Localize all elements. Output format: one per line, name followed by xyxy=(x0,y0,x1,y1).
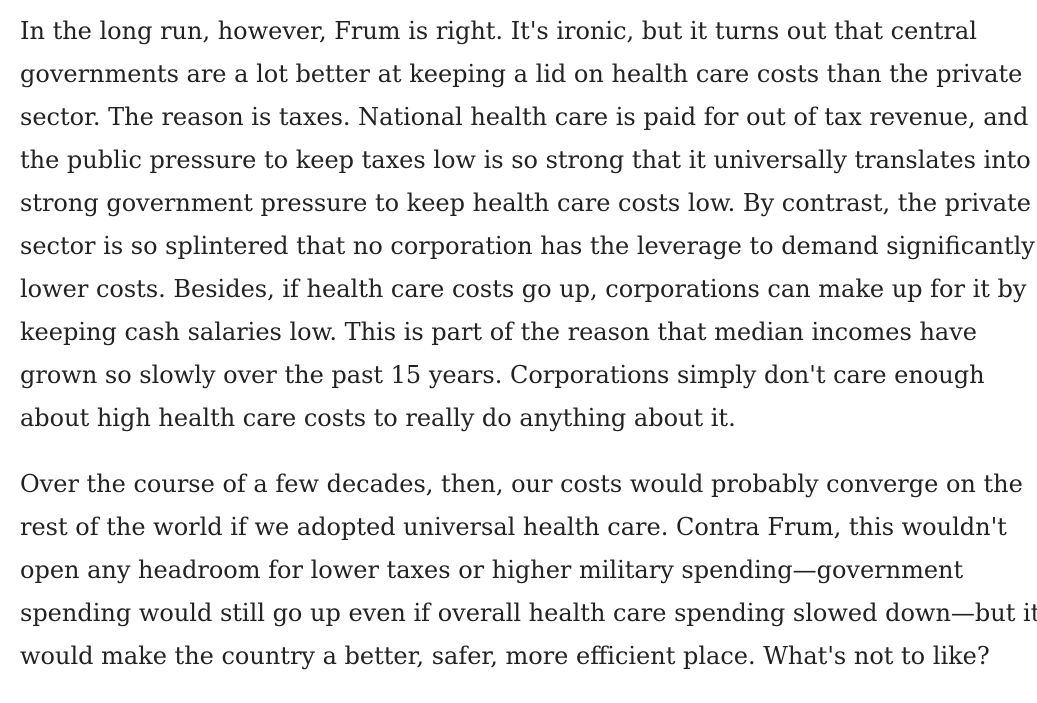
paragraph-line: would make the country a better, safer, … xyxy=(20,642,990,670)
paragraph-line: open any headroom for lower taxes or hig… xyxy=(20,556,964,584)
paragraph-line: In the long run, however, Frum is right.… xyxy=(20,17,977,45)
paragraph-2: Over the course of a few decades, then, … xyxy=(20,463,1037,678)
paragraph-line: Over the course of a few decades, then, … xyxy=(20,470,1023,498)
article-body: In the long run, however, Frum is right.… xyxy=(20,10,1037,678)
paragraph-line: governments are a lot better at keeping … xyxy=(20,60,1023,88)
paragraph-line: the public pressure to keep taxes low is… xyxy=(20,146,1031,174)
paragraph-line: about high health care costs to really d… xyxy=(20,404,736,432)
paragraph-line: sector. The reason is taxes. National he… xyxy=(20,103,1029,131)
paragraph-line: strong government pressure to keep healt… xyxy=(20,189,1031,217)
paragraph-line: rest of the world if we adopted universa… xyxy=(20,513,1007,541)
paragraph-line: keeping cash salaries low. This is part … xyxy=(20,318,977,346)
paragraph-line: grown so slowly over the past 15 years. … xyxy=(20,361,985,389)
paragraph-1: In the long run, however, Frum is right.… xyxy=(20,10,1035,440)
paragraph-line: spending would still go up even if overa… xyxy=(20,599,1037,627)
paragraph-line: sector is so splintered that no corporat… xyxy=(20,232,1035,260)
paragraph-line: lower costs. Besides, if health care cos… xyxy=(20,275,1027,303)
